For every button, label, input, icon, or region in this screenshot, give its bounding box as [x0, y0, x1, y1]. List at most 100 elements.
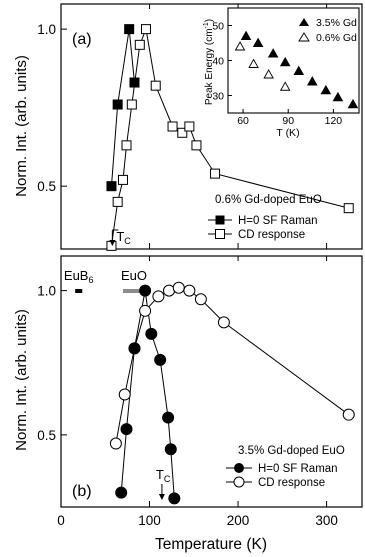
legend-marker-open-square — [215, 229, 225, 239]
data-point-b-1-7 — [183, 284, 196, 297]
legend-title-b: 3.5% Gd-doped EuO — [238, 445, 345, 457]
data-point-a-1-11 — [191, 140, 202, 151]
data-point-a-1-9 — [177, 127, 188, 138]
data-point-a-1-5 — [134, 39, 145, 50]
data-point-a-0-1 — [112, 99, 123, 110]
ytick-label-a-1: 1.0 — [37, 22, 56, 37]
inset-legend-label-1: 0.6% Gd — [316, 32, 357, 44]
data-point-a-1-2 — [117, 174, 128, 185]
inset-data-point-0-0 — [240, 30, 252, 40]
data-point-b-1-1 — [118, 388, 131, 401]
inset-data-point-1-0 — [234, 41, 246, 51]
legend-label-b-1: CD response — [258, 477, 325, 489]
data-point-a-1-8 — [167, 121, 178, 132]
xtick-label-b-2: 200 — [227, 513, 250, 528]
ytick-label-a-0: 0.5 — [37, 179, 56, 194]
filled-triangle-icon — [299, 18, 309, 26]
data-point-a-1-12 — [210, 168, 221, 179]
legend-label-a-1: CD response — [238, 229, 305, 241]
data-point-b-0-4 — [145, 327, 158, 340]
inset-data-point-0-5 — [307, 76, 318, 86]
data-point-b-1-6 — [172, 281, 185, 294]
inset-legend: 3.5% Gd 0.6% Gd — [298, 17, 357, 44]
data-point-a-0-0 — [106, 181, 117, 192]
panel-a-ylabel: Norm. Int. (arb. units) — [13, 55, 30, 197]
data-point-a-1-7 — [150, 80, 161, 91]
inset-data-point-0-8 — [347, 98, 359, 109]
inset-ytick-label-2: 50 — [212, 21, 224, 33]
panel-b-legend: 3.5% Gd-doped EuO H=0 SF Raman CD respon… — [226, 445, 345, 489]
ytick-label-b-1: 1.0 — [37, 284, 56, 299]
panel-b: (b) Norm. Int. (arb. units) Temperature … — [13, 255, 363, 553]
ytick-label-b-0: 0.5 — [37, 428, 56, 443]
panel-a-label: (a) — [72, 31, 92, 48]
inset-data-point-0-2 — [267, 48, 279, 58]
data-point-b-1-9 — [217, 316, 230, 329]
inset-xtick-label-0: 60 — [237, 115, 249, 127]
legend-marker-open-circle — [233, 476, 245, 488]
data-point-b-0-6 — [162, 411, 175, 424]
panel-a-series — [106, 24, 354, 251]
data-point-b-0-1 — [120, 423, 133, 436]
legend-label-b-0: H=0 SF Raman — [258, 463, 338, 475]
data-point-a-1-1 — [112, 196, 123, 207]
inset-xtick-label-1: 90 — [282, 115, 294, 127]
open-triangle-icon — [298, 32, 310, 42]
panel-b-ylabel: Norm. Int. (arb. units) — [13, 309, 30, 451]
inset-data-point-0-4 — [293, 65, 305, 75]
tc-arrow-icon — [109, 240, 116, 246]
panel-b-label: (b) — [72, 483, 92, 500]
inset-ylabel: Peak Energy (cm-1) — [203, 19, 215, 105]
inset-data-point-0-1 — [252, 37, 264, 47]
tc-arrow-icon — [158, 494, 165, 500]
panel-b-frame — [60, 255, 363, 508]
inset-xtick-label-2: 120 — [325, 115, 343, 127]
inset-data-point-0-6 — [320, 84, 332, 95]
inset-data-point-0-3 — [279, 56, 291, 67]
inset-series — [234, 30, 359, 109]
panel-b-xlabel: Temperature (K) — [155, 536, 267, 553]
panel-a-tc-annotation: TC — [109, 229, 131, 246]
xtick-label-b-1: 100 — [138, 513, 161, 528]
data-point-b-1-10 — [342, 408, 355, 421]
panel-b-tc-annotation: TC — [156, 467, 171, 500]
data-point-a-1-6 — [140, 24, 151, 35]
series-line-a-0 — [110, 29, 135, 187]
data-point-a-1-4 — [126, 99, 137, 110]
data-point-b-0-5 — [154, 353, 167, 366]
legend-marker-filled-square — [215, 215, 225, 225]
inset-chart: Peak Energy (cm-1) T (K) 60 90 120 30 40 50 3… — [203, 7, 360, 139]
data-point-b-0-0 — [115, 486, 128, 499]
inset-xlabel: T (K) — [276, 127, 299, 139]
data-point-a-1-10 — [184, 121, 195, 132]
inset-data-point-1-3 — [279, 81, 291, 91]
inset-ytick-label-0: 30 — [212, 91, 224, 103]
data-point-a-1-13 — [343, 203, 354, 214]
data-point-b-1-0 — [109, 437, 122, 450]
inset-data-point-1-2 — [263, 69, 274, 79]
inset-legend-label-0: 3.5% Gd — [316, 17, 357, 29]
data-point-b-0-3 — [139, 284, 152, 297]
xtick-label-b-0: 0 — [57, 513, 65, 528]
xtick-label-b-3: 300 — [315, 513, 338, 528]
data-point-a-0-3 — [129, 77, 140, 88]
panel-b-series — [109, 281, 355, 505]
panel-a: (a) Norm. Int. (arb. units) 0.5 1.0 TC 0.… — [13, 3, 363, 251]
range-bar-0 — [75, 289, 83, 293]
data-point-a-1-3 — [121, 140, 132, 151]
tc-label-a: TC — [116, 229, 131, 246]
inset-ytick-label-1: 40 — [212, 56, 224, 68]
panel-a-legend: 0.6% Gd-doped EuO H=0 SF Raman CD respon… — [208, 194, 322, 241]
data-point-b-0-7 — [164, 443, 177, 456]
inset-data-point-1-1 — [248, 58, 259, 68]
data-point-b-1-8 — [194, 293, 207, 306]
range-label-sub-0: 6 — [88, 275, 93, 285]
range-bar-1 — [122, 289, 146, 293]
data-point-b-0-8 — [168, 492, 181, 505]
panel-b-ticks: 0.5 1.0 0 100 200 300 — [37, 256, 338, 528]
data-point-a-0-2 — [124, 24, 135, 35]
data-point-b-1-4 — [152, 290, 165, 303]
range-label-1: EuO — [121, 268, 147, 283]
legend-marker-filled-circle — [234, 463, 244, 473]
